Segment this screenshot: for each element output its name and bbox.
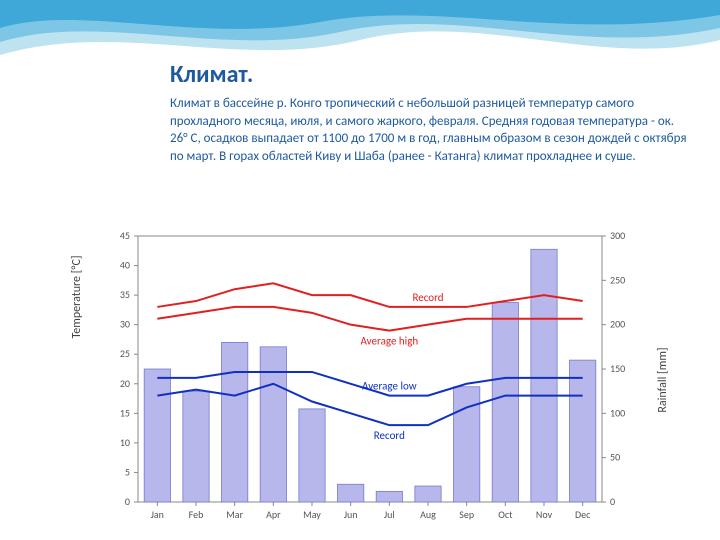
ytick-left: 35	[120, 288, 130, 301]
series-label-avg_high: Average high	[360, 335, 418, 348]
ytick-left: 25	[120, 347, 130, 360]
xtick-month: Feb	[189, 508, 204, 521]
ytick-right: 150	[610, 362, 625, 375]
xtick-month: Jul	[384, 508, 395, 521]
ytick-right: 0	[610, 495, 615, 508]
ytick-left: 15	[120, 406, 130, 419]
rainfall-bar	[222, 342, 248, 502]
xtick-month: Jan	[151, 508, 164, 521]
rainfall-bar	[183, 391, 209, 502]
y-axis-label-left: Temperature [°C]	[70, 255, 84, 338]
rainfall-bar	[299, 409, 325, 502]
xtick-month: Jun	[344, 508, 358, 521]
xtick-month: Sep	[459, 508, 474, 521]
ytick-right: 200	[610, 318, 625, 331]
rainfall-bar	[338, 484, 364, 502]
xtick-month: Oct	[498, 508, 513, 521]
xtick-month: Apr	[266, 508, 281, 521]
ytick-left: 0	[125, 495, 130, 508]
ytick-right: 300	[610, 230, 625, 242]
climate-chart: Temperature [°C] Rainfall [mm] 051015202…	[90, 230, 650, 530]
ytick-right: 50	[610, 451, 620, 464]
rainfall-bar	[260, 347, 286, 502]
series-label-record_high: Record	[412, 291, 443, 304]
series-label-avg_low: Average low	[362, 380, 417, 393]
rainfall-bar	[531, 249, 557, 502]
ytick-left: 40	[120, 259, 130, 272]
chart-svg: 0 5 10 15 20 25 30 35 40 45 0 50 100 150 200 250 300 Reco…	[90, 230, 650, 530]
rainfall-bar	[415, 486, 441, 502]
text-block: Климат. Климат в бассейне р. Конго тропи…	[170, 60, 690, 165]
body-paragraph: Климат в бассейне р. Конго тропический с…	[170, 95, 690, 165]
xtick-month: Nov	[536, 508, 553, 521]
xtick-month: Dec	[575, 508, 591, 521]
ytick-left: 5	[125, 465, 130, 478]
rainfall-bar	[144, 369, 170, 502]
rainfall-bar	[570, 360, 596, 502]
rainfall-bar	[376, 491, 402, 502]
xtick-month: May	[303, 508, 321, 521]
y-axis-label-right: Rainfall [mm]	[656, 347, 670, 412]
ytick-right: 250	[610, 273, 625, 286]
xtick-month: Aug	[420, 508, 436, 521]
ytick-left: 30	[120, 318, 130, 331]
page-title: Климат.	[170, 60, 690, 89]
rainfall-bar	[492, 303, 518, 503]
xtick-month: Mar	[226, 508, 243, 521]
ytick-right: 100	[610, 406, 625, 419]
ytick-left: 20	[120, 377, 130, 390]
ytick-left: 10	[120, 436, 130, 449]
series-label-record_low: Record	[374, 429, 405, 442]
ytick-left: 45	[120, 230, 130, 242]
